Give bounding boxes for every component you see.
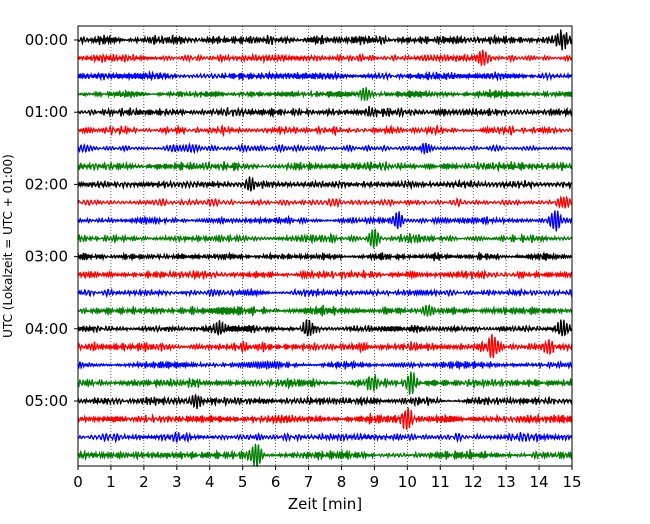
y-tick-label: 04:00 [25, 320, 68, 338]
x-tick-label: 11 [431, 473, 450, 491]
trace-row [77, 160, 573, 173]
trace-row [77, 228, 573, 250]
y-tick-label: 03:00 [25, 248, 68, 266]
trace-row [77, 407, 573, 432]
trace-row [77, 142, 573, 156]
x-tick-label: 2 [139, 473, 149, 491]
trace-row [77, 251, 573, 262]
x-tick-label: 12 [464, 473, 483, 491]
trace-row [77, 359, 573, 371]
x-tick-label: 13 [497, 473, 516, 491]
trace-row [77, 29, 573, 51]
x-tick-label: 7 [304, 473, 314, 491]
y-tick-label: 05:00 [25, 392, 68, 410]
y-tick-layer: 00:00 01:00 02:00 03:00 04:00 05:00 [25, 31, 78, 410]
x-tick-label: 5 [238, 473, 248, 491]
trace-row [77, 371, 573, 395]
trace-row [77, 431, 573, 444]
trace-row [77, 287, 573, 299]
x-tick-layer: 0 1 2 3 4 5 6 7 8 9 10 11 12 13 14 15 [73, 466, 582, 491]
x-tick-label: 6 [271, 473, 281, 491]
y-tick-label: 01:00 [25, 103, 68, 121]
x-tick-label: 10 [398, 473, 417, 491]
trace-row [77, 393, 573, 410]
trace-row [77, 334, 573, 359]
y-tick-label: 02:00 [25, 175, 68, 193]
trace-row [77, 87, 573, 103]
trace-row [77, 268, 573, 281]
x-tick-label: 1 [106, 473, 116, 491]
plot-frame [77, 25, 573, 467]
trace-row [77, 124, 573, 138]
trace-layer [77, 29, 573, 468]
trace-row [77, 49, 573, 67]
trace-row [77, 69, 573, 82]
x-tick-label: 0 [73, 473, 83, 491]
y-tick-label: 00:00 [25, 31, 68, 49]
y-axis-label: UTC (Lokalzeit = UTC + 01:00) [1, 154, 15, 338]
x-tick-label: 14 [530, 473, 549, 491]
x-tick-label: 4 [205, 473, 215, 491]
trace-row [77, 195, 573, 209]
trace-row [77, 443, 573, 468]
x-tick-label: 15 [562, 473, 581, 491]
trace-row [77, 105, 573, 119]
x-tick-label: 8 [337, 473, 347, 491]
trace-row [77, 303, 573, 318]
trace-row [77, 176, 573, 192]
trace-row [77, 319, 573, 337]
x-tick-label: 9 [370, 473, 380, 491]
grid-layer [110, 26, 540, 466]
trace-row [77, 210, 573, 232]
x-axis-label: Zeit [min] [288, 495, 362, 513]
x-tick-label: 3 [172, 473, 182, 491]
